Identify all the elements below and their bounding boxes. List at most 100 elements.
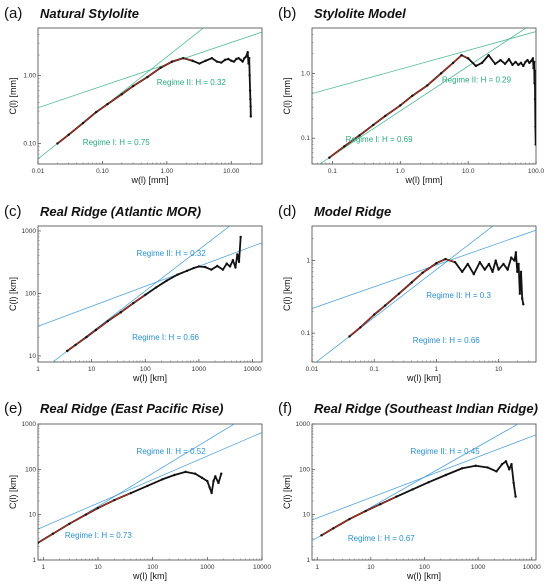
data-point [159, 66, 162, 69]
data-point [84, 513, 88, 516]
data-point [499, 58, 502, 62]
data-point [503, 62, 507, 66]
x-tick-label: 1000 [471, 564, 486, 571]
regime2-fit-line [312, 434, 536, 521]
regime1-annotation: Regime I: H = 0.73 [65, 531, 132, 540]
data-point [206, 479, 209, 483]
data-point [237, 260, 241, 264]
panel-label: (a) [4, 5, 22, 22]
regime1-annotation: Regime I: H = 0.66 [413, 336, 480, 345]
x-axis-label: w(l) [km] [406, 571, 441, 581]
y-tick-label: 0.1 [301, 135, 310, 142]
y-axis-label: C(l) [km] [282, 277, 292, 311]
x-tick-label: 1 [435, 366, 439, 373]
data-point [204, 59, 207, 62]
data-point [225, 262, 228, 265]
data-point [146, 484, 149, 488]
data-point [241, 60, 244, 63]
data-point [236, 253, 239, 256]
data-point [165, 279, 168, 282]
data-point [234, 266, 237, 269]
x-axis-label: w(l) [km] [406, 373, 441, 383]
plot-frame [37, 225, 263, 363]
y-tick-label: 1.0 [301, 70, 310, 77]
x-tick-label: 0.1 [370, 366, 379, 373]
data-point [372, 123, 375, 127]
data-point [106, 102, 109, 106]
plot-frame [311, 27, 537, 165]
y-axis-label: C(l) [mm] [8, 78, 18, 115]
data-point [383, 304, 387, 307]
data-point [210, 491, 213, 495]
data-point [348, 335, 351, 338]
y-tick-label: 10 [303, 512, 311, 519]
y-tick-label: 1 [306, 258, 310, 265]
data-point [439, 72, 443, 75]
data-point [397, 292, 401, 295]
data-point [487, 54, 490, 57]
data-point [495, 470, 498, 473]
data-point [220, 472, 223, 475]
y-axis-label: C(l) [km] [8, 475, 18, 509]
data-point [239, 235, 242, 239]
data-point [487, 262, 491, 266]
data-point [106, 319, 109, 323]
x-tick-label: 1 [41, 564, 45, 571]
regime2-fit-line [312, 31, 536, 95]
data-point [444, 473, 448, 477]
regime1-fit-line [319, 28, 527, 164]
x-tick-label: 10 [495, 366, 503, 373]
data-point [328, 156, 331, 159]
data-point [68, 522, 71, 525]
x-tick-label: 10000 [244, 366, 262, 373]
data-point [533, 82, 536, 85]
data-point [460, 467, 464, 470]
data-point [472, 272, 476, 276]
data-point [364, 509, 367, 513]
data-point [506, 268, 509, 271]
data-point [444, 257, 447, 261]
data-point [528, 61, 531, 65]
regime1-fit-line [52, 226, 231, 362]
panel-f: (f) Real Ridge (Southeast Indian Ridge)1 1… [278, 400, 541, 581]
data-point [427, 481, 430, 484]
data-point [210, 56, 214, 60]
y-tick-label: 10 [29, 353, 37, 360]
data-point [249, 115, 252, 118]
data-point [208, 486, 211, 489]
chart-title: Real Ridge (Atlantic MOR) [40, 204, 201, 219]
y-tick-label: 0.10 [23, 141, 36, 148]
data-point [478, 261, 482, 264]
data-point [483, 268, 486, 271]
data-point [510, 256, 513, 259]
data-point [532, 66, 535, 70]
regime1-annotation: Regime I: H = 0.67 [348, 534, 415, 543]
data-point [113, 498, 116, 502]
data-point [239, 58, 242, 62]
data-point [522, 303, 525, 306]
data-point [343, 145, 346, 148]
plot-frame [37, 423, 263, 561]
plot-frame [37, 27, 263, 165]
x-axis-label: w(l) [km] [132, 571, 167, 581]
data-point [129, 491, 133, 495]
chart-title: Real Ridge (Southeast Indian Ridge) [314, 401, 538, 416]
data-point [191, 59, 194, 62]
data-point [198, 62, 201, 65]
data-point [132, 301, 135, 305]
data-point [474, 464, 477, 467]
data-point [320, 534, 323, 537]
x-tick-label: 100 [419, 564, 430, 571]
data-point [173, 473, 176, 477]
chart-title: Real Ridge (East Pacific Rise) [40, 401, 224, 416]
data-point [85, 335, 88, 339]
data-point [435, 262, 438, 265]
data-point [56, 142, 59, 145]
x-tick-label: 0.01 [32, 168, 45, 175]
y-tick-label: 1.00 [23, 73, 36, 80]
data-point [524, 60, 527, 64]
data-point [512, 481, 515, 485]
data-point [533, 97, 536, 101]
data-point [486, 466, 489, 469]
